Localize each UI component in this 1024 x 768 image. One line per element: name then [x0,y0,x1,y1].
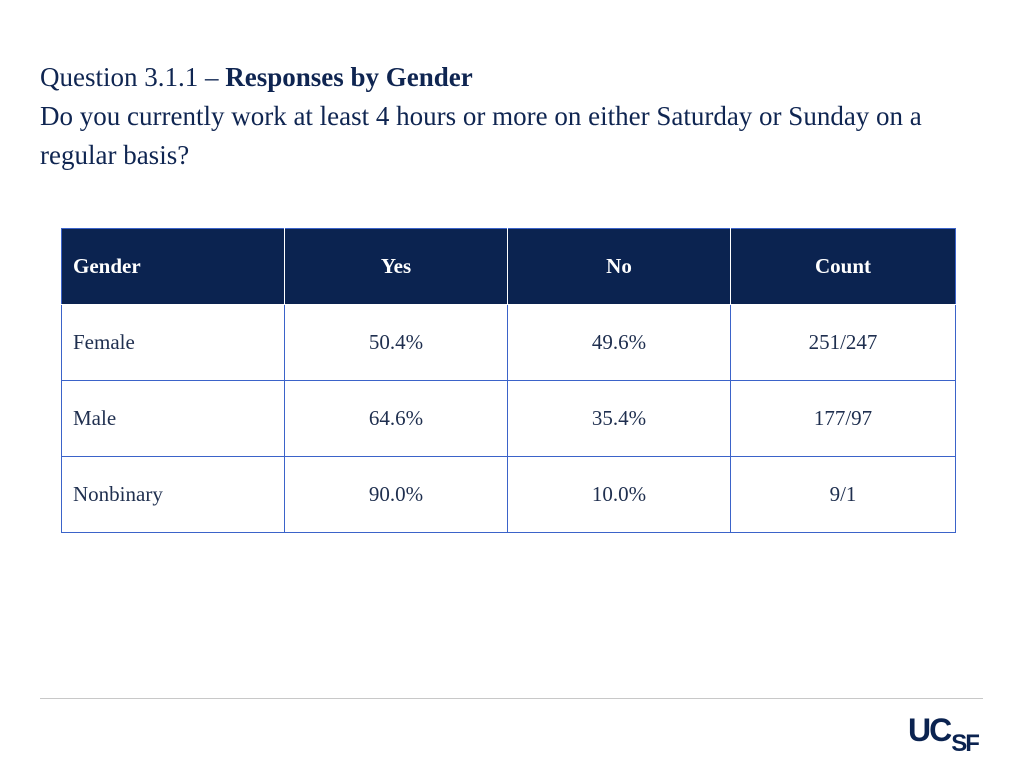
cell-no: 10.0% [507,456,731,533]
ucsf-logo: UCSF [908,712,980,757]
cell-count: 177/97 [730,380,956,457]
column-header-no: No [507,228,731,305]
cell-count: 9/1 [730,456,956,533]
cell-gender: Nonbinary [61,456,285,533]
logo-text-small: SF [951,730,980,757]
cell-no: 35.4% [507,380,731,457]
table-row: Nonbinary 90.0% 10.0% 9/1 [61,456,956,533]
question-text: Do you currently work at least 4 hours o… [40,101,922,170]
column-header-gender: Gender [61,228,285,305]
question-number: Question 3.1.1 – [40,62,226,92]
cell-yes: 50.4% [284,304,508,381]
column-header-yes: Yes [284,228,508,305]
cell-no: 49.6% [507,304,731,381]
slide-title: Responses by Gender [225,62,473,92]
table-row: Male 64.6% 35.4% 177/97 [61,380,956,457]
responses-table: Gender Yes No Count Female 50.4% 49.6% 2… [61,228,956,533]
cell-gender: Male [61,380,285,457]
logo-text-main: UC [908,712,952,748]
cell-gender: Female [61,304,285,381]
table-row: Female 50.4% 49.6% 251/247 [61,304,956,381]
cell-yes: 90.0% [284,456,508,533]
table-header-row: Gender Yes No Count [61,228,956,305]
slide-heading: Question 3.1.1 – Responses by Gender Do … [40,58,980,175]
footer-divider [40,698,983,699]
cell-count: 251/247 [730,304,956,381]
column-header-count: Count [730,228,956,305]
cell-yes: 64.6% [284,380,508,457]
